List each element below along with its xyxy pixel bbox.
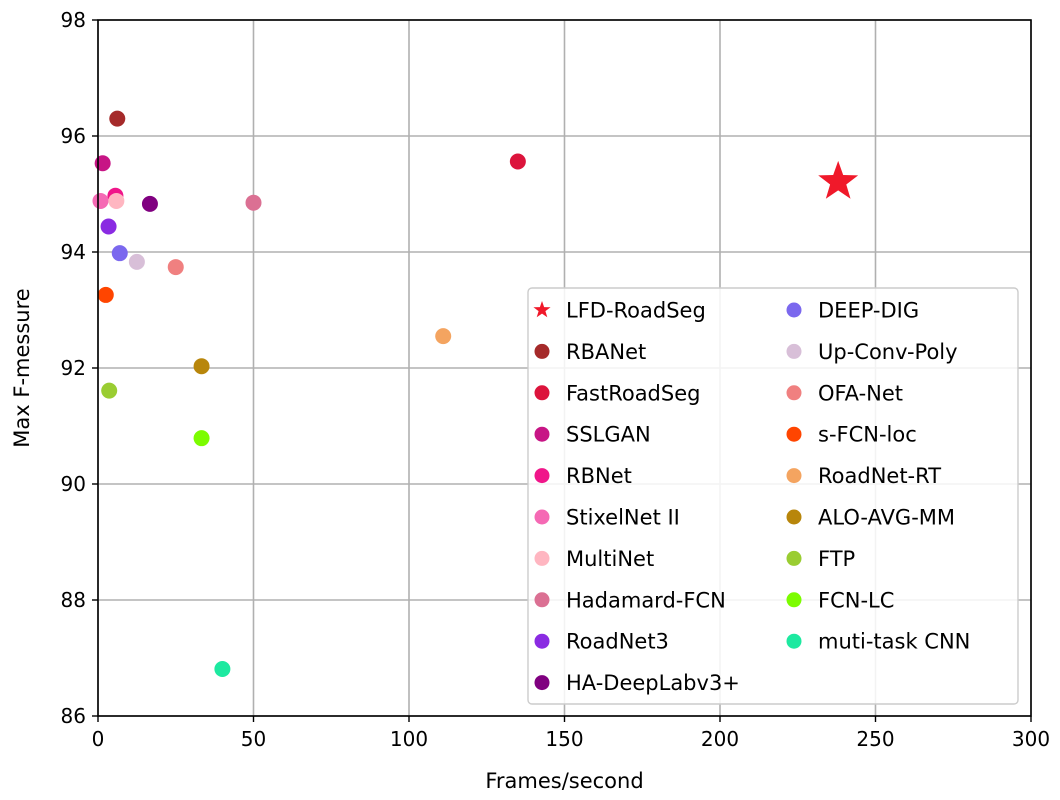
x-tick-label: 0 — [92, 727, 105, 751]
legend-marker — [786, 426, 802, 442]
legend-marker — [786, 385, 802, 401]
data-point — [100, 218, 117, 235]
legend-label: FastRoadSeg — [566, 381, 700, 405]
legend: LFD-RoadSeg RBANet FastRoadSeg SSLGAN RBNet S… — [527, 287, 1019, 705]
y-tick-label: 94 — [61, 240, 86, 264]
x-tick-label: 200 — [701, 727, 739, 751]
y-tick-label: 98 — [61, 8, 86, 32]
x-tick-label: 150 — [545, 727, 583, 751]
legend-marker — [786, 592, 802, 608]
legend-label: FTP — [818, 547, 855, 571]
legend-marker — [786, 468, 802, 484]
y-tick-label: 90 — [61, 472, 86, 496]
legend-marker — [534, 468, 550, 484]
data-point — [97, 286, 114, 303]
legend-label: s-FCN-loc — [818, 423, 917, 447]
legend-marker — [534, 592, 550, 608]
legend-label: MultiNet — [566, 547, 654, 571]
y-tick-label: 96 — [61, 124, 86, 148]
data-points — [92, 110, 859, 678]
legend-marker-star — [533, 301, 551, 318]
legend-label: Hadamard-FCN — [566, 588, 726, 612]
x-tick-label: 250 — [856, 727, 894, 751]
data-point — [94, 155, 111, 172]
y-tick-label: 88 — [61, 588, 86, 612]
y-tick-label: 86 — [61, 704, 86, 728]
legend-marker — [534, 385, 550, 401]
y-tick-label: 92 — [61, 356, 86, 380]
x-tick-label: 50 — [241, 727, 266, 751]
data-point — [108, 192, 125, 209]
legend-marker — [534, 426, 550, 442]
legend-label: FCN-LC — [818, 588, 894, 612]
legend-label: LFD-RoadSeg — [566, 299, 706, 323]
data-point — [167, 259, 184, 276]
data-point — [193, 430, 210, 447]
legend-marker — [534, 550, 550, 566]
data-point — [509, 153, 526, 170]
legend-label: SSLGAN — [566, 423, 651, 447]
legend-label: HA-DeepLabv3+ — [566, 671, 740, 695]
data-point — [111, 245, 128, 262]
legend-label: RoadNet3 — [566, 630, 669, 654]
legend-label: muti-task CNN — [818, 630, 970, 654]
data-point — [92, 192, 109, 209]
y-axis-label: Max F-messure — [10, 288, 34, 447]
x-axis-ticks: 0 50 100 150 200 250 300 — [92, 716, 1050, 751]
x-tick-label: 300 — [1012, 727, 1050, 751]
legend-label: ALO-AVG-MM — [818, 506, 955, 530]
legend-label: StixelNet II — [566, 506, 680, 530]
x-axis-label: Frames/second — [485, 769, 643, 793]
legend-label: RBANet — [566, 340, 646, 364]
legend-frame — [527, 287, 1019, 705]
legend-marker — [786, 550, 802, 566]
y-axis-ticks: 86 88 90 92 94 96 98 — [61, 8, 98, 728]
legend-marker — [534, 675, 550, 691]
data-point — [109, 110, 126, 127]
legend-marker — [786, 509, 802, 525]
legend-marker — [534, 509, 550, 525]
data-point-star — [818, 160, 859, 199]
data-point — [101, 382, 118, 399]
legend-label: DEEP-DIG — [818, 299, 919, 323]
x-tick-label: 100 — [390, 727, 428, 751]
data-point — [128, 253, 145, 270]
legend-marker — [786, 343, 802, 359]
data-point — [141, 195, 158, 212]
data-point — [435, 328, 452, 345]
legend-marker — [786, 302, 802, 318]
legend-label: OFA-Net — [818, 381, 903, 405]
legend-marker — [786, 633, 802, 649]
legend-label: RBNet — [566, 464, 632, 488]
legend-marker — [534, 633, 550, 649]
legend-label: Up-Conv-Poly — [818, 340, 958, 364]
legend-marker — [534, 343, 550, 359]
legend-label: RoadNet-RT — [818, 464, 941, 488]
data-point — [214, 661, 231, 678]
data-point — [245, 194, 262, 211]
data-point — [193, 358, 210, 375]
